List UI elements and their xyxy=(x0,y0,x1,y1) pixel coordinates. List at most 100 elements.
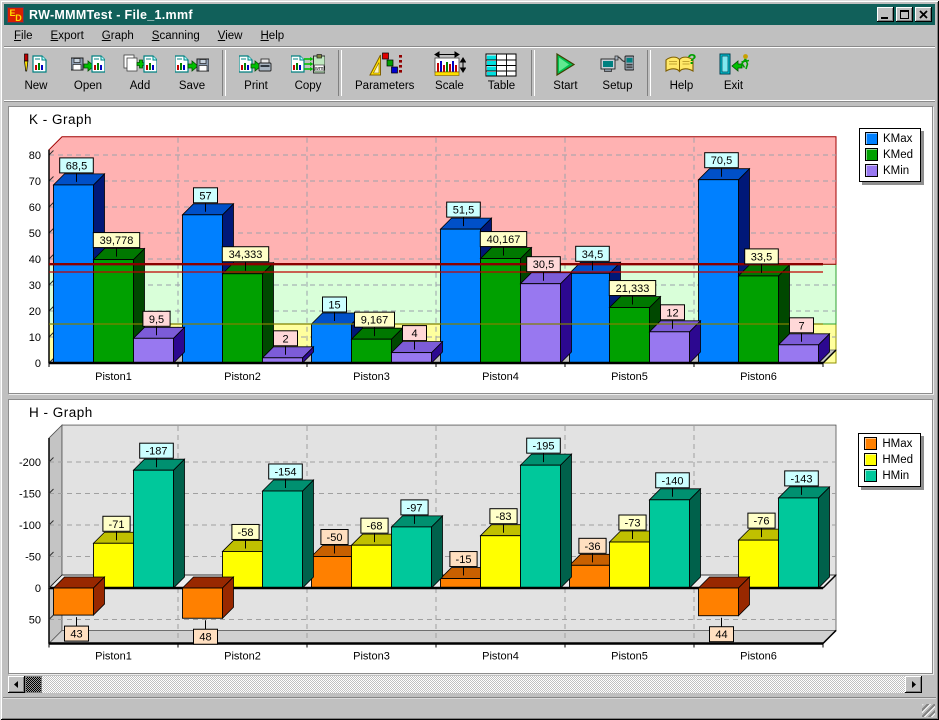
svg-text:Piston5: Piston5 xyxy=(611,650,648,662)
svg-text:-58: -58 xyxy=(238,527,254,539)
toolbar-button-start[interactable]: Start xyxy=(539,49,591,97)
svg-text:-100: -100 xyxy=(19,520,41,532)
bar-kmin-piston3 xyxy=(392,342,443,363)
toolbar-button-setup[interactable]: Setup xyxy=(591,49,643,97)
h-chart: -200-150-100-500504348-50-15-3644-71-58-… xyxy=(9,400,930,671)
open-icon xyxy=(71,50,105,80)
toolbar-button-print[interactable]: Print xyxy=(230,49,282,97)
svg-text:-50: -50 xyxy=(327,532,343,544)
svg-text:0: 0 xyxy=(35,358,41,370)
minimize-button[interactable] xyxy=(877,7,894,22)
app-window: E D RW-MMMTest - File_1.mmf FileExportGr… xyxy=(0,0,939,720)
minimize-icon xyxy=(881,10,890,19)
parameters-icon xyxy=(368,50,402,80)
bar-kmin-piston6 xyxy=(779,334,830,363)
toolbar-button-label: Table xyxy=(488,80,516,92)
toolbar-button-label: Print xyxy=(244,80,268,92)
svg-text:70,5: 70,5 xyxy=(711,155,732,167)
menu-item-help[interactable]: Help xyxy=(251,28,293,44)
print-icon xyxy=(239,50,273,80)
svg-text:0: 0 xyxy=(35,583,41,595)
close-button[interactable] xyxy=(915,7,932,22)
svg-text:40: 40 xyxy=(29,254,41,266)
legend-item-hmax: HMax xyxy=(864,437,913,450)
legend-label: HMax xyxy=(882,438,912,450)
exit-icon xyxy=(716,50,750,80)
save-icon xyxy=(175,50,209,80)
menu-item-file[interactable]: File xyxy=(5,28,42,44)
legend-label: KMed xyxy=(883,149,913,161)
resize-grip[interactable] xyxy=(922,704,935,717)
h-legend: HMaxHMedHMin xyxy=(858,433,921,487)
svg-text:-143: -143 xyxy=(790,473,812,485)
toolbar-button-help[interactable]: ?Help xyxy=(655,49,707,97)
svg-text:48: 48 xyxy=(199,632,211,644)
svg-text:-76: -76 xyxy=(754,516,770,528)
window-title: RW-MMMTest - File_1.mmf xyxy=(29,8,193,22)
svg-text:Piston6: Piston6 xyxy=(740,650,777,662)
toolbar-button-label: Save xyxy=(179,80,205,92)
svg-text:70: 70 xyxy=(29,176,41,188)
menu-item-view[interactable]: View xyxy=(209,28,252,44)
svg-text:.wmf: .wmf xyxy=(313,66,325,72)
svg-text:Piston5: Piston5 xyxy=(611,371,648,383)
svg-text:60: 60 xyxy=(29,202,41,214)
k-legend: KMaxKMedKMin xyxy=(859,128,921,182)
bar-hmin-piston4 xyxy=(521,454,572,588)
svg-text:Piston6: Piston6 xyxy=(740,371,777,383)
toolbar-button-label: Setup xyxy=(602,80,632,92)
k-graph-panel: K - Graph 0102030405060708068,5571551,53… xyxy=(8,106,933,394)
svg-text:9,5: 9,5 xyxy=(149,314,164,326)
toolbar-separator xyxy=(647,50,651,96)
svg-text:30,5: 30,5 xyxy=(533,259,554,271)
toolbar-button-label: Open xyxy=(74,80,102,92)
svg-text:50: 50 xyxy=(29,228,41,240)
scrollbar-thumb[interactable] xyxy=(25,676,42,693)
app-icon-letter-bottom: D xyxy=(15,13,22,23)
svg-text:-187: -187 xyxy=(145,446,167,458)
h-graph-title: H - Graph xyxy=(29,405,93,420)
toolbar-button-table[interactable]: Table xyxy=(475,49,527,97)
close-icon xyxy=(919,10,928,19)
scroll-left-button[interactable] xyxy=(8,676,25,693)
toolbar-button-copy[interactable]: .wmfCopy xyxy=(282,49,334,97)
scale-icon xyxy=(432,50,466,80)
toolbar-button-save[interactable]: Save xyxy=(166,49,218,97)
bar-hmin-piston5 xyxy=(650,489,701,588)
legend-label: HMin xyxy=(882,470,909,482)
toolbar-button-add[interactable]: Add xyxy=(114,49,166,97)
menu-item-scanning[interactable]: Scanning xyxy=(143,28,209,44)
svg-text:-195: -195 xyxy=(532,441,554,453)
horizontal-scrollbar[interactable] xyxy=(8,676,922,693)
bar-kmin-piston4 xyxy=(521,273,572,363)
toolbar-button-label: New xyxy=(24,80,47,92)
menu-item-graph[interactable]: Graph xyxy=(93,28,143,44)
bar-kmed-piston2 xyxy=(223,263,274,363)
svg-text:2: 2 xyxy=(282,333,288,345)
scroll-right-icon xyxy=(910,681,917,688)
legend-swatch xyxy=(865,148,878,161)
svg-text:20: 20 xyxy=(29,306,41,318)
bar-hmax-piston2 xyxy=(183,577,234,618)
toolbar-button-scale[interactable]: Scale xyxy=(423,49,475,97)
svg-text:34,333: 34,333 xyxy=(229,249,263,261)
scroll-right-button[interactable] xyxy=(905,676,922,693)
svg-text:Piston4: Piston4 xyxy=(482,650,519,662)
toolbar-button-new[interactable]: New xyxy=(10,49,62,97)
app-icon[interactable]: E D xyxy=(7,7,24,23)
maximize-button[interactable] xyxy=(896,7,913,22)
svg-text:Piston3: Piston3 xyxy=(353,650,390,662)
copy-icon: .wmf xyxy=(291,50,325,80)
k-graph-title: K - Graph xyxy=(29,112,92,127)
toolbar: New Open Add Save Print .wmfCopyParametersSca… xyxy=(4,46,935,102)
toolbar-button-exit[interactable]: Exit xyxy=(707,49,759,97)
svg-text:7: 7 xyxy=(798,320,804,332)
legend-swatch xyxy=(864,453,877,466)
svg-text:Piston1: Piston1 xyxy=(95,650,132,662)
toolbar-button-parameters[interactable]: Parameters xyxy=(346,49,423,97)
svg-text:Piston1: Piston1 xyxy=(95,371,132,383)
svg-text:12: 12 xyxy=(666,307,678,319)
menu-item-export[interactable]: Export xyxy=(42,28,93,44)
svg-text:68,5: 68,5 xyxy=(66,160,87,172)
toolbar-button-open[interactable]: Open xyxy=(62,49,114,97)
